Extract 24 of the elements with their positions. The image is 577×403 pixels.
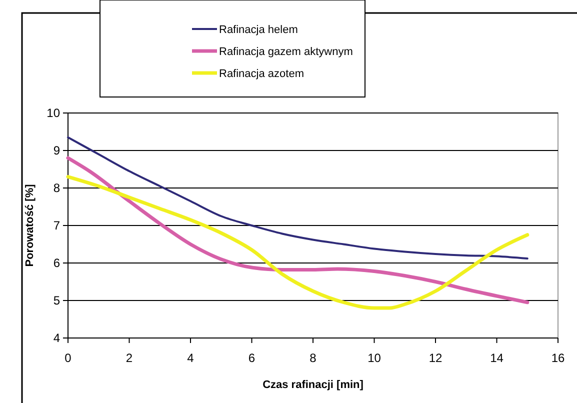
x-tick-label: 10 xyxy=(368,351,382,365)
line-series xyxy=(66,175,530,310)
x-tick-label: 8 xyxy=(310,351,317,365)
x-tick-label: 14 xyxy=(490,351,504,365)
y-tick-label: 9 xyxy=(53,144,60,158)
line-series xyxy=(66,156,530,304)
x-axis-title: Czas rafinacji [min] xyxy=(262,379,364,391)
legend-label: Rafinacja gazem aktywnym xyxy=(219,46,353,58)
y-tick-label: 8 xyxy=(53,181,60,196)
x-tick-label: 2 xyxy=(126,351,133,365)
x-tick-label: 6 xyxy=(248,351,256,365)
legend-label: Rafinacja azotem xyxy=(219,68,304,80)
y-tick-label: 7 xyxy=(53,218,60,233)
y-tick-label: 4 xyxy=(53,331,60,346)
x-tick-label: 0 xyxy=(64,351,72,365)
x-tick-label: 16 xyxy=(551,351,565,365)
x-tick-label: 4 xyxy=(187,351,194,365)
legend-label: Rafinacja helem xyxy=(219,24,298,36)
y-tick-label: 10 xyxy=(46,106,60,120)
y-axis-title: Porowatość [%] xyxy=(24,184,36,267)
line-series xyxy=(67,136,528,260)
x-tick-label: 12 xyxy=(428,351,442,365)
y-tick-label: 5 xyxy=(53,294,60,308)
y-tick-label: 6 xyxy=(53,256,60,270)
